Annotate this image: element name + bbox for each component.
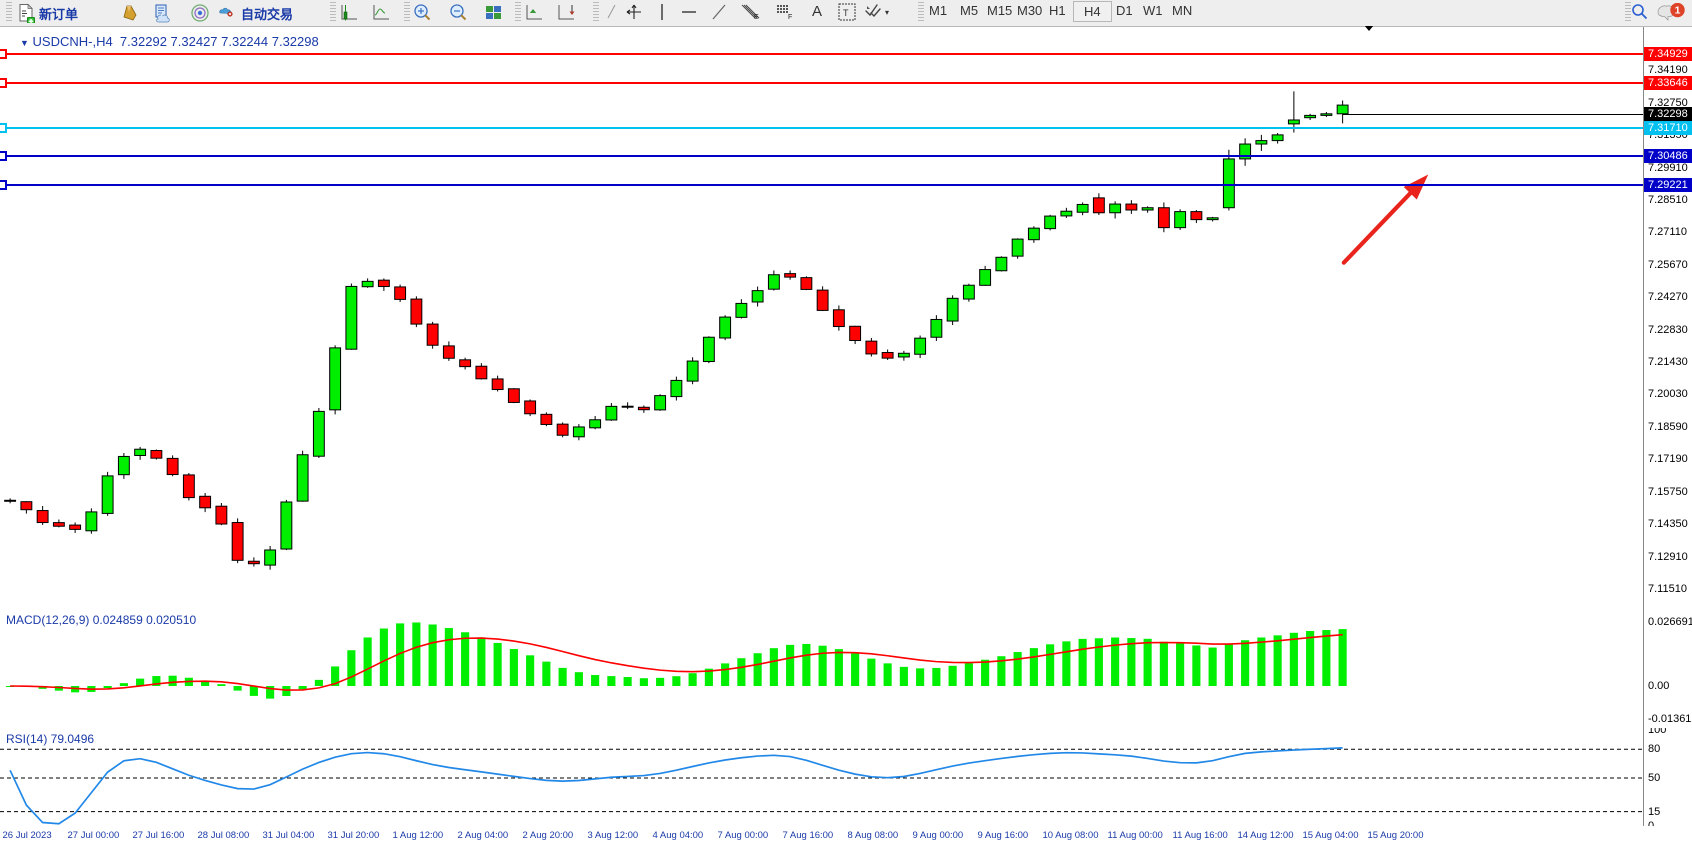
svg-text:T: T xyxy=(843,8,849,18)
svg-text:E: E xyxy=(754,14,759,21)
svg-text:F: F xyxy=(788,14,792,21)
svg-text:1: 1 xyxy=(1675,4,1681,16)
